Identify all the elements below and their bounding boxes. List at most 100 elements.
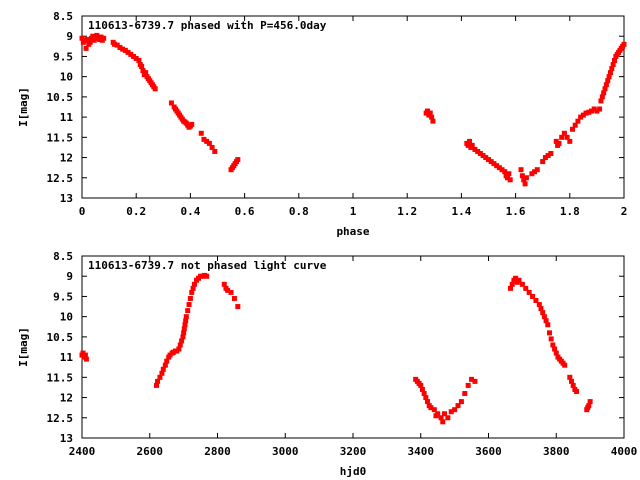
unphased-data-point [157,374,163,380]
phased-data-point [542,155,548,161]
phased-data-point [139,64,145,70]
phased-data-point [83,45,89,51]
unphased-data-point [181,326,187,332]
unphased-y-axis-label: I[mag] [17,327,30,367]
unphased-x-tick-label: 3400 [408,445,435,458]
phased-data-point [598,98,604,104]
unphased-data-point [508,285,514,291]
unphased-data-point [180,334,186,340]
phased-data-point [469,142,475,148]
phased-data-point [601,90,607,96]
phased-data-point [429,114,435,120]
unphased-data-point [159,370,165,376]
phased-y-tick-label: 8.5 [53,10,73,23]
phased-data-point [588,108,594,114]
phased-data-point [553,138,559,144]
phased-data-point [130,53,136,59]
phased-data-point [206,140,212,146]
phased-data-point [475,148,481,154]
unphased-data-point [513,275,519,281]
unphased-data-point [552,346,558,352]
phased-y-tick-label: 9 [66,30,73,43]
unphased-data-point [469,376,475,382]
unphased-data-point [533,297,539,303]
phased-x-tick-label: 1.8 [560,205,580,218]
phased-data-point [430,118,436,124]
unphased-data-point [440,419,446,425]
phased-plot-frame [81,15,625,199]
phased-data-point [507,177,513,183]
phased-x-tick-label: 0.4 [180,205,200,218]
unphased-data-point [562,362,568,368]
unphased-data-point [536,302,542,308]
unphased-data-point [190,285,196,291]
phased-data-point [603,82,609,88]
phased-data-point [87,39,93,45]
phased-data-point [198,130,204,136]
unphased-x-axis-label: hjd0 [340,465,367,478]
phased-data-point [122,47,128,53]
unphased-data-point [181,330,187,336]
phased-y-tick-label: 11.5 [47,131,74,144]
phased-data-point [491,161,497,167]
unphased-data-point [465,382,471,388]
phased-data-point [607,70,613,76]
unphased-data-point [185,308,191,314]
unphased-x-tick-label: 3000 [272,445,299,458]
unphased-y-tick-label: 13 [60,432,73,445]
phased-data-point [425,108,431,114]
phased-data-point [602,86,608,92]
phased-data-point [483,155,489,161]
unphased-y-tick-label: 12.5 [47,412,74,425]
unphased-data-point [538,306,544,312]
phased-data-point [605,78,611,84]
phased-x-tick-label: 1.2 [397,205,417,218]
phased-x-tick-label: 1 [350,205,357,218]
phased-y-tick-label: 10 [60,71,73,84]
phased-data-point [522,181,528,187]
phased-y-tick-label: 12 [60,152,73,165]
phased-data-point [591,106,597,112]
unphased-data-point [540,310,546,316]
phased-data-point [204,138,210,144]
phased-data-point [209,144,215,150]
phased-data-point [112,41,118,47]
unphased-x-tick-label: 3200 [340,445,367,458]
unphased-data-point [462,391,468,397]
phased-data-point [548,151,554,157]
unphased-y-tick-label: 12 [60,392,73,405]
phased-data-point [506,171,512,177]
phased-x-tick-label: 0.2 [126,205,146,218]
unphased-data-point [452,407,458,413]
phased-data-point [621,41,627,47]
phased-data-point [472,146,478,152]
unphased-data-point [191,281,197,287]
unphased-data-point [574,388,580,394]
unphased-data-point [530,293,536,299]
unphased-data-point [543,318,549,324]
phased-data-point [128,51,134,57]
phased-data-point [519,173,525,179]
phased-data-point [480,153,486,159]
phased-chart-title: 110613-6739.7 phased with P=456.0day [88,19,327,32]
phased-data-point [580,112,586,118]
phased-data-point [120,46,126,52]
unphased-data-point [160,366,166,372]
unphased-data-point [587,399,593,405]
unphased-data-point [423,395,429,401]
unphased-data-point [431,407,437,413]
phased-data-point [567,138,573,144]
phased-data-point [564,134,570,140]
unphased-data-point [545,322,551,328]
phased-data-point [583,110,589,116]
phased-data-point [597,106,603,112]
unphased-data-point [568,378,574,384]
phased-data-point [594,108,600,114]
unphased-data-point [519,281,525,287]
phased-data-point [606,74,612,80]
phased-data-point [545,153,551,159]
phased-x-tick-label: 1.6 [506,205,526,218]
phased-x-tick-label: 1.4 [451,205,471,218]
phased-y-tick-label: 13 [60,192,73,205]
